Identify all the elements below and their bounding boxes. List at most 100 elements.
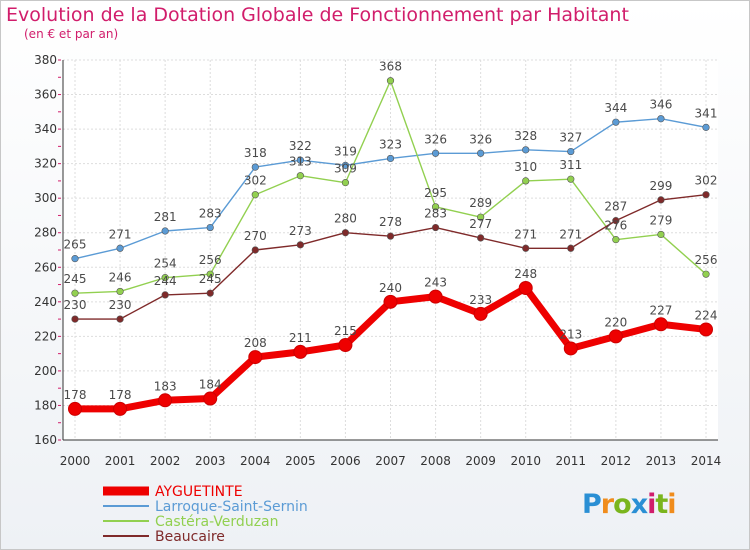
data-label-beaucaire-2005: 273 (289, 224, 312, 238)
data-label-cast-ra-verduzan-2000: 245 (64, 272, 87, 286)
x-tick-label: 2003 (195, 454, 226, 468)
point-beaucaire-2004 (251, 246, 259, 254)
x-tick-label: 2000 (60, 454, 91, 468)
point-beaucaire-2010 (522, 244, 530, 252)
point-cast-ra-verduzan-2002 (161, 274, 169, 282)
point-cast-ra-verduzan-2003 (206, 270, 214, 278)
point-cast-ra-verduzan-2014 (702, 270, 710, 278)
legend-item-larroque-saint-sernin: Larroque-Saint-Sernin (103, 499, 308, 515)
y-tick-label: 360 (34, 88, 57, 102)
series-larroque-saint-sernin (71, 115, 710, 263)
data-label-beaucaire-2008: 283 (424, 207, 447, 221)
point-ayguetinte-2000 (68, 401, 82, 416)
data-label-cast-ra-verduzan-2012: 276 (604, 219, 627, 233)
y-tick-label: 380 (34, 53, 57, 67)
point-beaucaire-2012 (612, 217, 620, 225)
point-larroque-saint-sernin-2005 (296, 156, 304, 164)
data-label-beaucaire-2014: 302 (695, 174, 718, 188)
point-larroque-saint-sernin-2003 (206, 223, 214, 232)
chart-subtitle: (en € et par an) (24, 27, 119, 41)
point-cast-ra-verduzan-2008 (431, 203, 440, 211)
point-cast-ra-verduzan-2000 (71, 289, 79, 297)
data-label-cast-ra-verduzan-2006: 309 (334, 162, 357, 176)
point-ayguetinte-2009 (473, 306, 488, 321)
data-label-cast-ra-verduzan-2007: 368 (379, 60, 402, 74)
point-beaucaire-2008 (431, 223, 440, 232)
point-beaucaire-2000 (71, 315, 79, 323)
point-beaucaire-2003 (206, 289, 214, 297)
point-ayguetinte-2003 (203, 391, 218, 406)
chart-title: Evolution de la Dotation Globale de Fonc… (6, 4, 629, 26)
series-cast-ra-verduzan (71, 77, 710, 297)
data-label-beaucaire-2002: 244 (154, 274, 177, 288)
data-label-cast-ra-verduzan-2010: 310 (514, 160, 537, 174)
point-ayguetinte-2014 (699, 322, 713, 337)
data-label-cast-ra-verduzan-2009: 289 (469, 196, 492, 210)
point-beaucaire-2013 (657, 196, 665, 204)
point-larroque-saint-sernin-2012 (612, 118, 620, 126)
point-cast-ra-verduzan-2004 (251, 191, 259, 199)
data-label-beaucaire-2003: 245 (199, 272, 222, 286)
point-larroque-saint-sernin-2008 (431, 149, 440, 157)
data-label-ayguetinte-2014: 224 (695, 308, 718, 322)
data-label-beaucaire-2011: 271 (559, 227, 582, 241)
series-beaucaire (71, 191, 710, 323)
x-tick-label: 2005 (285, 454, 316, 468)
data-label-larroque-saint-sernin-2010: 328 (514, 129, 537, 143)
point-cast-ra-verduzan-2001 (116, 287, 124, 296)
point-ayguetinte-2007 (383, 294, 398, 309)
data-label-ayguetinte-2003: 184 (199, 378, 222, 392)
data-label-cast-ra-verduzan-2013: 279 (649, 213, 672, 227)
data-label-beaucaire-2010: 271 (514, 227, 537, 241)
data-label-larroque-saint-sernin-2007: 323 (379, 137, 402, 151)
data-label-cast-ra-verduzan-2008: 295 (424, 186, 447, 200)
x-tick-label: 2010 (510, 454, 541, 468)
data-label-ayguetinte-2002: 183 (154, 379, 177, 393)
legend-label-beaucaire: Beaucaire (155, 529, 225, 545)
series-layer (68, 77, 713, 416)
data-label-cast-ra-verduzan-2014: 256 (695, 253, 718, 267)
point-cast-ra-verduzan-2007 (386, 77, 395, 85)
data-label-beaucaire-2000: 230 (64, 298, 87, 312)
x-tick-label: 2004 (240, 454, 271, 468)
data-label-ayguetinte-2000: 178 (64, 388, 87, 402)
point-cast-ra-verduzan-2005 (296, 172, 304, 180)
point-beaucaire-2002 (161, 291, 169, 299)
x-tick-label: 2008 (420, 454, 451, 468)
point-beaucaire-2005 (296, 241, 304, 249)
data-label-ayguetinte-2004: 208 (244, 336, 267, 350)
point-ayguetinte-2012 (608, 329, 623, 344)
x-tick-label: 2007 (375, 454, 406, 468)
point-larroque-saint-sernin-2007 (386, 154, 395, 163)
point-cast-ra-verduzan-2009 (477, 213, 485, 221)
data-label-beaucaire-2009: 277 (469, 217, 492, 231)
legend-item-cast-ra-verduzan: Castéra-Verduzan (103, 514, 279, 530)
data-label-ayguetinte-2010: 248 (514, 267, 537, 281)
data-labels: 265 271 281 283 318 322 319 323 326 326 328 327 344 3… (64, 60, 718, 402)
point-ayguetinte-2010 (518, 281, 533, 295)
legend: AYGUETINTELarroque-Saint-SerninCastéra-V… (103, 484, 308, 545)
data-label-cast-ra-verduzan-2011: 311 (559, 158, 582, 172)
point-cast-ra-verduzan-2011 (567, 175, 575, 183)
point-larroque-saint-sernin-2004 (251, 163, 259, 171)
x-tick-label: 2002 (150, 454, 181, 468)
point-larroque-saint-sernin-2001 (116, 244, 124, 252)
data-label-larroque-saint-sernin-2005: 322 (289, 139, 312, 153)
data-label-cast-ra-verduzan-2002: 254 (154, 257, 177, 271)
legend-item-beaucaire: Beaucaire (103, 529, 225, 545)
point-larroque-saint-sernin-2000 (71, 255, 79, 263)
data-label-larroque-saint-sernin-2013: 346 (649, 98, 672, 112)
legend-label-ayguetinte: AYGUETINTE (155, 484, 243, 500)
point-cast-ra-verduzan-2013 (657, 230, 665, 239)
y-tick-label: 240 (34, 295, 57, 309)
data-label-ayguetinte-2006: 215 (334, 324, 357, 338)
y-tick-label: 260 (34, 260, 57, 274)
y-tick-label: 220 (34, 329, 57, 343)
y-tick-label: 300 (34, 191, 57, 205)
point-cast-ra-verduzan-2006 (341, 179, 350, 187)
point-beaucaire-2007 (386, 232, 395, 240)
point-beaucaire-2001 (116, 315, 124, 323)
data-label-larroque-saint-sernin-2009: 326 (469, 132, 492, 146)
point-larroque-saint-sernin-2013 (657, 115, 665, 123)
